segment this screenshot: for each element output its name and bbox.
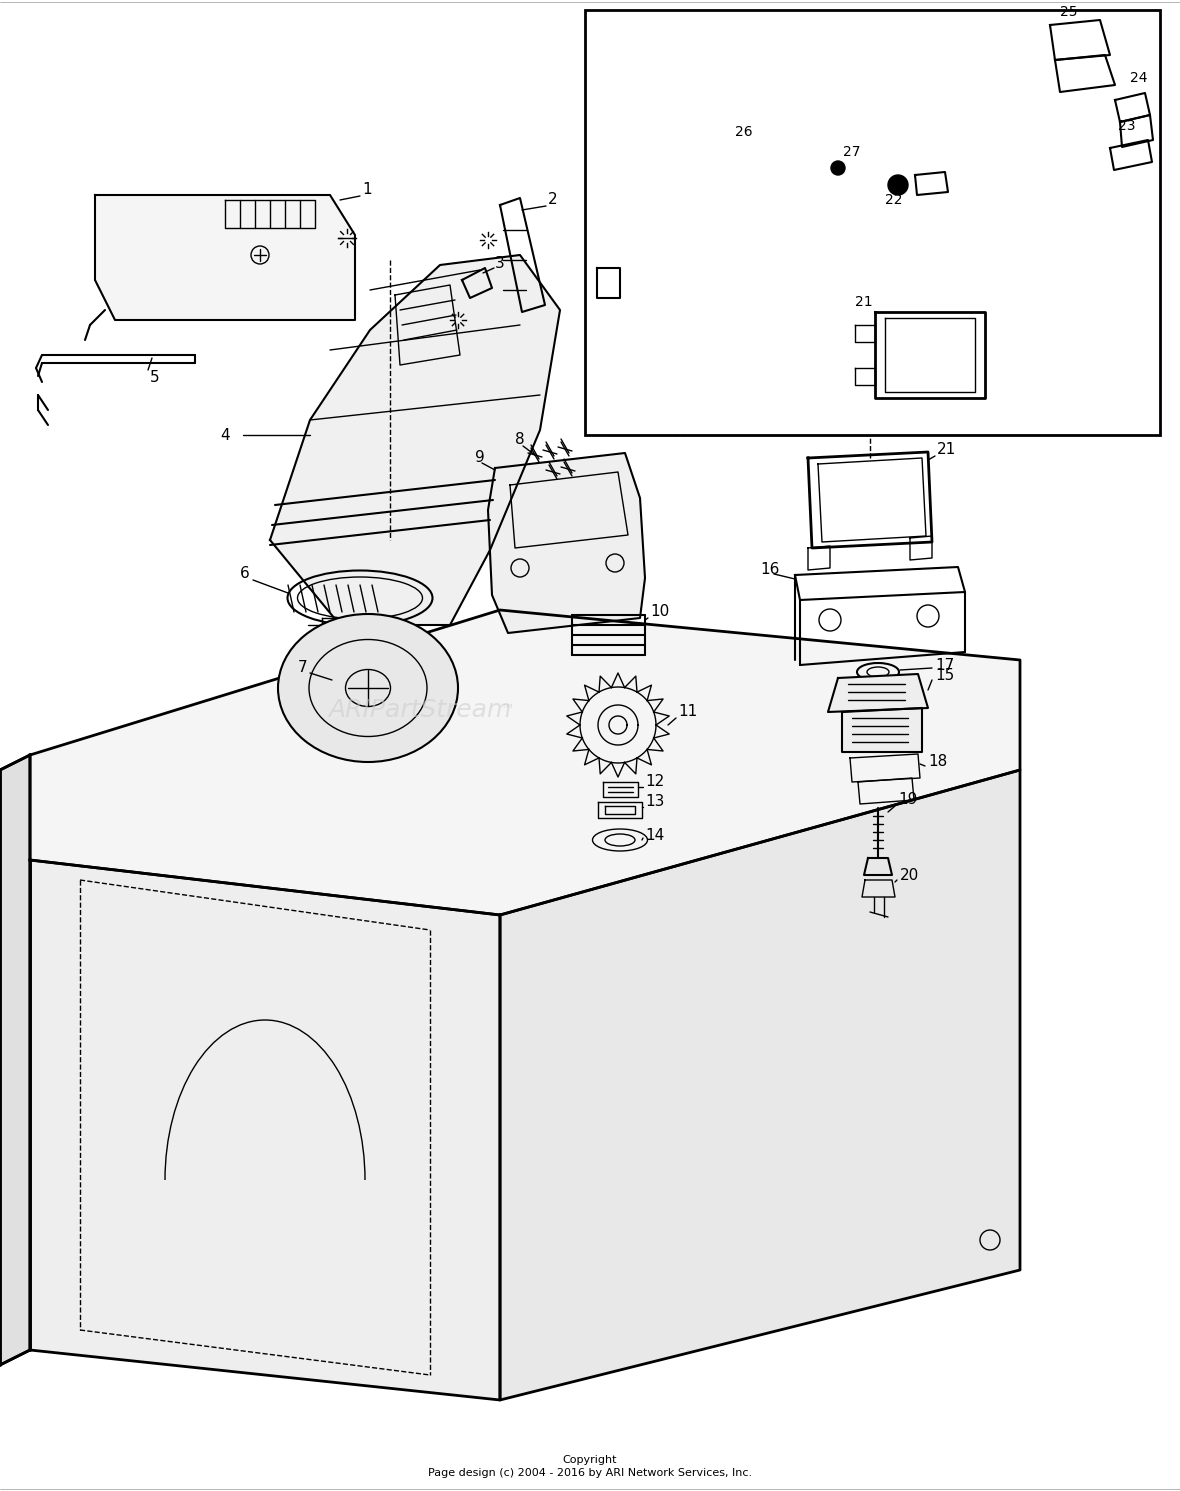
Text: 2: 2 bbox=[548, 192, 558, 207]
Polygon shape bbox=[843, 708, 922, 751]
Text: 24: 24 bbox=[1130, 72, 1147, 85]
Text: 3: 3 bbox=[494, 255, 505, 270]
Polygon shape bbox=[30, 610, 1020, 915]
Text: 15: 15 bbox=[935, 668, 955, 683]
Text: 7: 7 bbox=[299, 661, 308, 675]
Ellipse shape bbox=[278, 614, 458, 762]
Text: ™: ™ bbox=[500, 702, 516, 717]
Text: 16: 16 bbox=[760, 562, 779, 577]
Text: 21: 21 bbox=[937, 443, 956, 458]
Text: 20: 20 bbox=[900, 868, 919, 883]
Text: Page design (c) 2004 - 2016 by ARI Network Services, Inc.: Page design (c) 2004 - 2016 by ARI Netwo… bbox=[428, 1469, 752, 1478]
Text: 22: 22 bbox=[885, 192, 903, 207]
Polygon shape bbox=[270, 255, 560, 625]
Text: 23: 23 bbox=[1117, 119, 1135, 133]
Text: 6: 6 bbox=[240, 567, 250, 581]
Text: 19: 19 bbox=[898, 793, 917, 808]
Text: 9: 9 bbox=[476, 450, 485, 465]
Text: 10: 10 bbox=[650, 604, 669, 619]
Text: 1: 1 bbox=[362, 182, 372, 197]
Polygon shape bbox=[489, 453, 645, 634]
Text: 26: 26 bbox=[735, 125, 753, 139]
Polygon shape bbox=[828, 674, 927, 713]
Text: 11: 11 bbox=[678, 705, 697, 720]
Circle shape bbox=[889, 174, 907, 195]
Text: 21: 21 bbox=[856, 295, 873, 309]
Text: 12: 12 bbox=[645, 774, 664, 790]
Text: ARIPartStream: ARIPartStream bbox=[328, 698, 512, 722]
Text: 13: 13 bbox=[645, 795, 664, 810]
Text: 14: 14 bbox=[645, 828, 664, 842]
Polygon shape bbox=[96, 195, 355, 321]
Text: 27: 27 bbox=[843, 145, 860, 160]
Text: 4: 4 bbox=[219, 428, 230, 443]
Text: 5: 5 bbox=[150, 370, 159, 386]
Polygon shape bbox=[0, 754, 30, 1364]
Text: 17: 17 bbox=[935, 658, 955, 672]
Text: Copyright: Copyright bbox=[563, 1455, 617, 1466]
Polygon shape bbox=[500, 769, 1020, 1400]
Text: 25: 25 bbox=[1060, 4, 1077, 19]
Bar bbox=[585, 10, 1160, 435]
Text: 18: 18 bbox=[927, 754, 948, 769]
Text: 8: 8 bbox=[514, 432, 525, 447]
Polygon shape bbox=[30, 860, 500, 1400]
Circle shape bbox=[831, 161, 845, 174]
